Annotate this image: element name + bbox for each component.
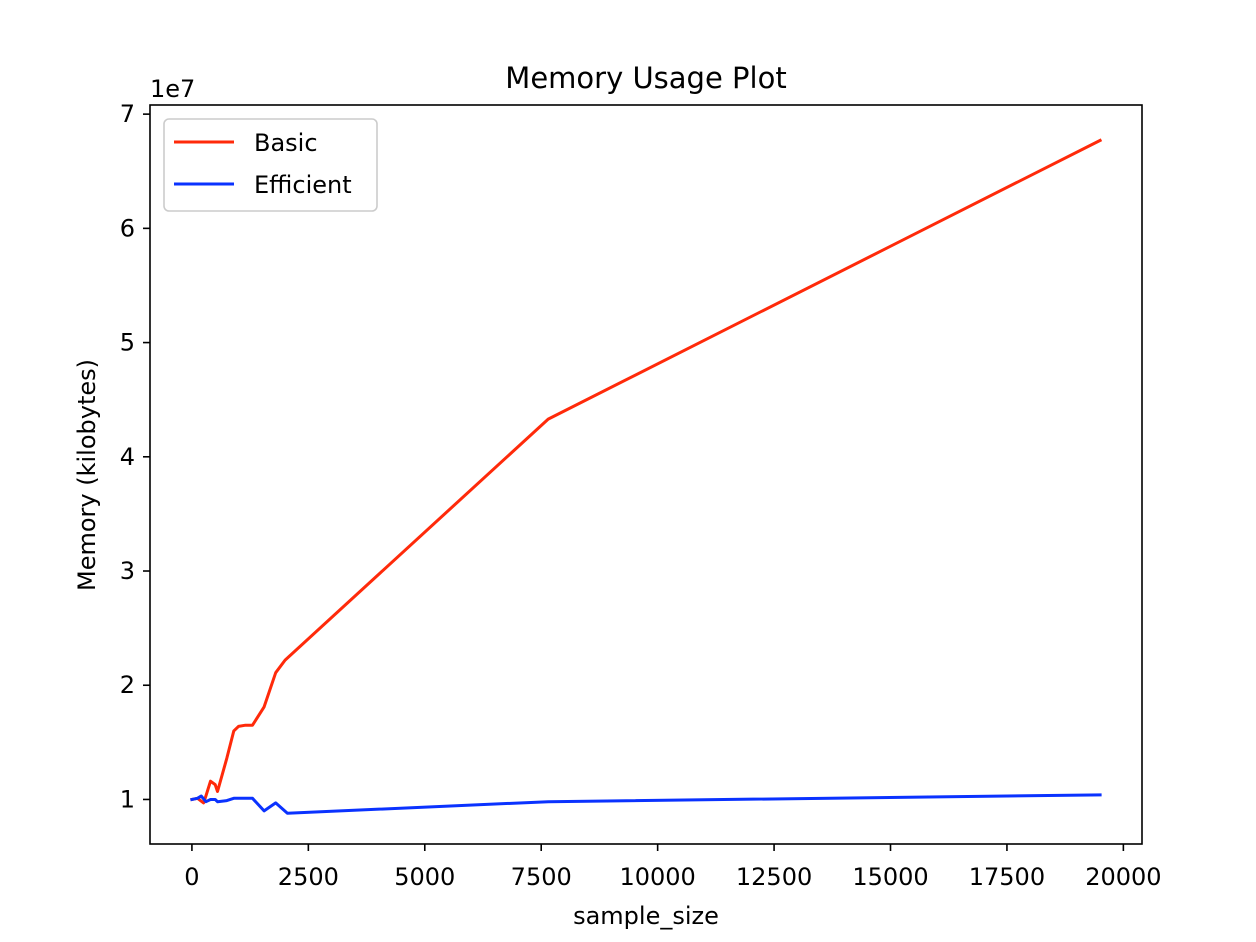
y-tick-label: 4 [120,443,135,471]
series-layer [190,138,1103,815]
x-tick-label: 17500 [969,863,1045,891]
x-axis-label: sample_size [573,902,719,930]
x-tick-label: 5000 [394,863,455,891]
y-tick-label: 7 [120,100,135,128]
y-tick-label: 1 [120,785,135,813]
x-tick-label: 2500 [278,863,339,891]
x-tick-label: 20000 [1085,863,1161,891]
plot-area [149,104,1143,845]
y-tick-label: 5 [120,329,135,357]
x-tick-label: 7500 [511,863,572,891]
y-axis-ticks: 1 2 3 4 5 6 7 [120,100,150,813]
chart-title: Memory Usage Plot [505,61,786,95]
y-axis-label: Memory (kilobytes) [73,359,101,591]
x-tick-label: 10000 [619,863,695,891]
axes-frame [149,104,1143,845]
y-tick-label: 2 [120,671,135,699]
y-axis-offset-label: 1e7 [150,75,195,103]
y-tick-label: 6 [120,214,135,242]
legend: Basic Efficient [163,118,378,212]
series-line-efficient [190,793,1102,815]
legend-label-efficient: Efficient [254,171,352,199]
y-tick-label: 3 [120,557,135,585]
x-axis-ticks: 0 2500 5000 7500 10000 12500 15000 17500 20000 [184,844,1162,891]
x-tick-label: 12500 [736,863,812,891]
legend-label-basic: Basic [254,129,318,157]
x-tick-label: 15000 [852,863,928,891]
series-line-basic [190,138,1103,805]
x-tick-label: 0 [184,863,199,891]
